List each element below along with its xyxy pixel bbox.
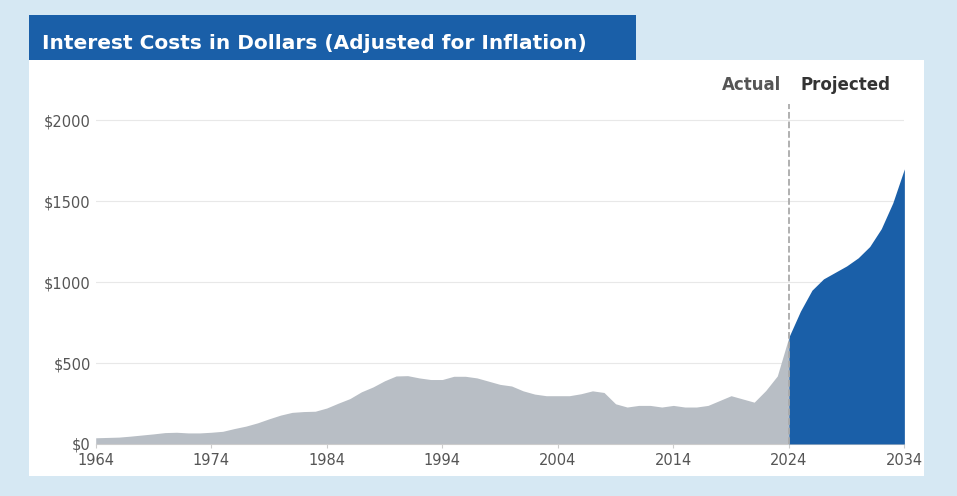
Text: Interest Costs in Dollars (Adjusted for Inflation): Interest Costs in Dollars (Adjusted for …	[42, 34, 587, 53]
Text: Actual: Actual	[722, 76, 781, 94]
Text: Projected: Projected	[801, 76, 891, 94]
